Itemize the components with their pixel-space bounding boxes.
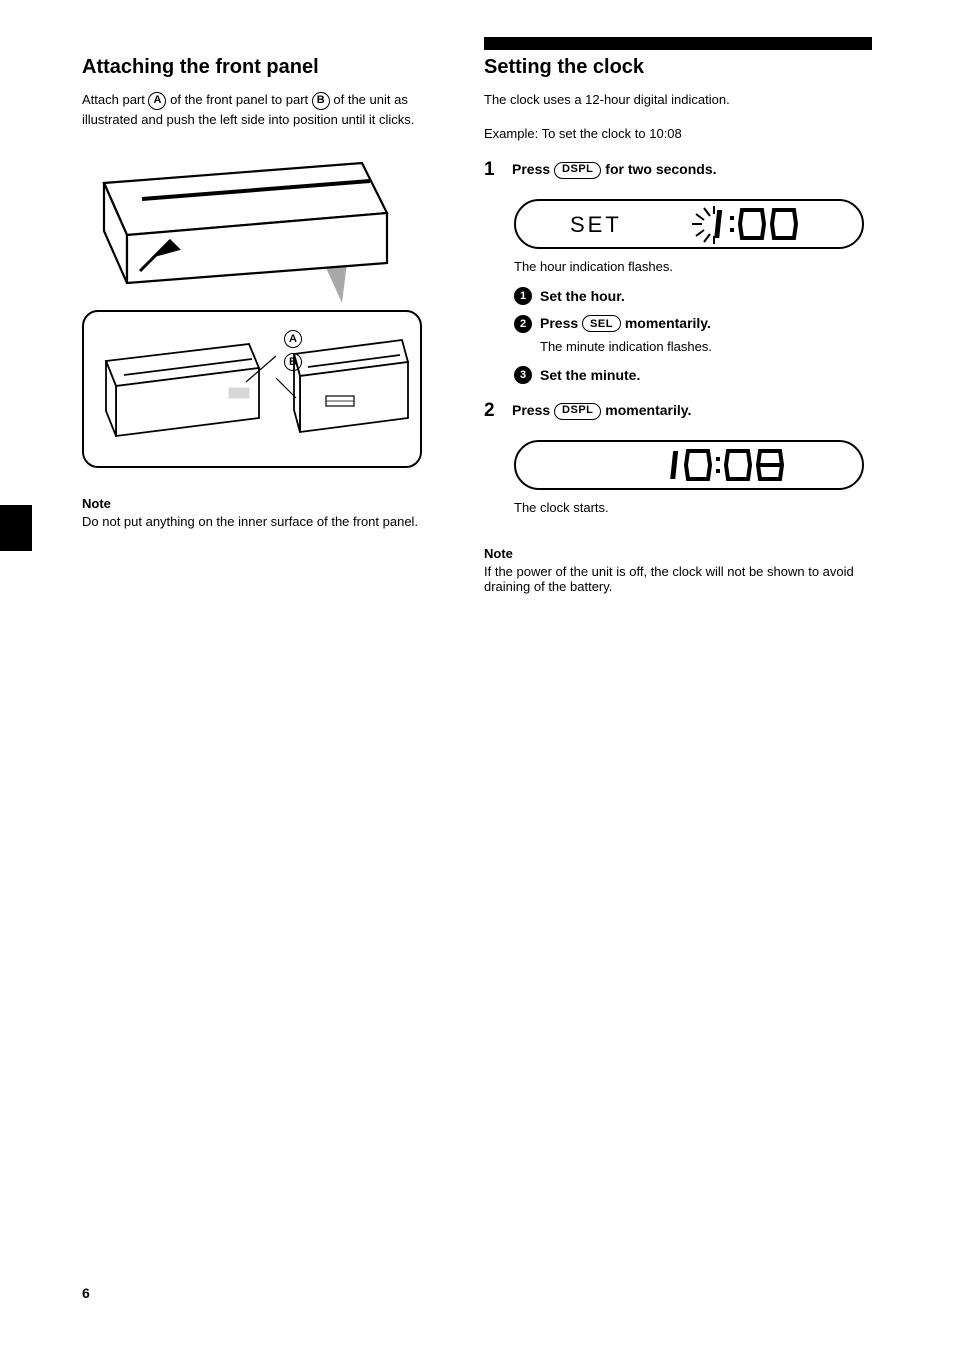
sub2-prefix: Press xyxy=(540,315,582,331)
lcd-display-2 xyxy=(514,440,864,490)
substep-3: 3 Set the minute. xyxy=(514,366,874,384)
right-note-title: Note xyxy=(484,546,874,561)
substep-1-text: Set the hour. xyxy=(540,288,625,304)
lcd-display-1: SET xyxy=(514,199,864,249)
step2-suffix: momentarily. xyxy=(605,402,691,418)
left-column: Attaching the front panel Attach part A … xyxy=(82,55,452,529)
substep-2-text: Press SEL momentarily. xyxy=(540,315,711,333)
step-1: 1 Press DSPL for two seconds. xyxy=(484,159,874,181)
lcd2-svg xyxy=(524,443,854,487)
substep-3-num: 3 xyxy=(514,366,532,384)
step1-after: The hour indication flashes. xyxy=(514,257,874,277)
instr-part1: Attach part xyxy=(82,92,148,107)
insert-panel-svg xyxy=(82,153,422,303)
clock-intro: The clock uses a 12-hour digital indicat… xyxy=(484,90,874,110)
right-note-body: If the power of the unit is off, the clo… xyxy=(484,564,874,594)
sub2-suffix: momentarily. xyxy=(625,315,711,331)
page-number: 6 xyxy=(82,1285,90,1301)
sub2-after: The minute indication flashes. xyxy=(540,337,874,357)
step2-prefix: Press xyxy=(512,402,554,418)
step-2-number: 2 xyxy=(484,400,502,422)
lcd1-flash-icon xyxy=(692,206,714,244)
label-a-inline: A xyxy=(148,92,166,110)
step2-after: The clock starts. xyxy=(514,498,874,518)
right-column: Setting the clock The clock uses a 12-ho… xyxy=(484,55,874,594)
instr-part2: of the front panel to part xyxy=(170,92,312,107)
step-2-body: Press DSPL momentarily. xyxy=(512,400,874,420)
lcd1-set: SET xyxy=(570,212,622,237)
sel-button: SEL xyxy=(582,315,621,332)
diagram-insert-panel xyxy=(82,153,452,308)
clock-example-lead: Example: To set the clock to 10:08 xyxy=(484,124,874,144)
diagram-alignment-box: A B xyxy=(82,310,422,468)
step-1-number: 1 xyxy=(484,159,502,181)
substep-3-text: Set the minute. xyxy=(540,367,640,383)
dspl-button-2: DSPL xyxy=(554,403,601,420)
alignment-svg xyxy=(94,326,414,456)
left-title: Attaching the front panel xyxy=(82,55,452,80)
side-index-tab xyxy=(0,505,32,551)
step1-suffix: for two seconds. xyxy=(605,161,716,177)
step1-prefix: Press xyxy=(512,161,554,177)
right-title: Setting the clock xyxy=(484,55,874,80)
attach-instruction: Attach part A of the front panel to part… xyxy=(82,90,452,129)
lcd1-svg: SET xyxy=(524,202,854,246)
lcd1-hour-1 xyxy=(714,210,722,238)
substep-1: 1 Set the hour. xyxy=(514,287,874,305)
step-2: 2 Press DSPL momentarily. xyxy=(484,400,874,422)
diagram-label-a: A xyxy=(284,330,302,348)
left-note-title: Note xyxy=(82,496,452,511)
dspl-button-1: DSPL xyxy=(554,162,601,179)
left-note: Note Do not put anything on the inner su… xyxy=(82,496,452,529)
left-note-body: Do not put anything on the inner surface… xyxy=(82,514,452,529)
diagram-label-b: B xyxy=(284,353,302,371)
substep-2: 2 Press SEL momentarily. xyxy=(514,315,874,333)
right-note: Note If the power of the unit is off, th… xyxy=(484,546,874,594)
step-1-body: Press DSPL for two seconds. xyxy=(512,159,874,179)
substep-2-num: 2 xyxy=(514,315,532,333)
page-root: Attaching the front panel Attach part A … xyxy=(0,0,954,1352)
header-rule xyxy=(484,37,872,50)
substep-1-num: 1 xyxy=(514,287,532,305)
label-b-inline: B xyxy=(312,92,330,110)
